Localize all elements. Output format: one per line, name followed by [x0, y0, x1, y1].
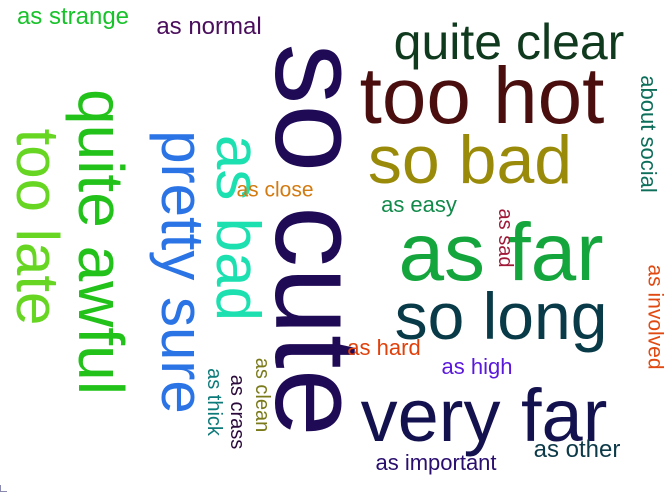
- word-as-strange: as strange: [16, 3, 130, 30]
- word-quite-clear: quite clear: [393, 14, 625, 70]
- word-too-late: too late: [4, 128, 71, 326]
- corner-mark: [0, 485, 7, 492]
- word-as-hard: as hard: [347, 335, 421, 360]
- word-as-easy: as easy: [381, 192, 457, 217]
- word-so-long: so long: [394, 279, 608, 353]
- word-about-social: about social: [636, 75, 661, 193]
- word-very-far: very far: [360, 374, 608, 457]
- word-as-close: as close: [236, 178, 314, 202]
- word-as-other: as other: [533, 436, 621, 463]
- word-so-bad: so bad: [367, 122, 573, 198]
- word-too-hot: too hot: [359, 51, 605, 140]
- word-as-clean: as clean: [251, 357, 273, 433]
- word-as-thick: as thick: [203, 368, 225, 436]
- word-as-normal: as normal: [156, 13, 262, 40]
- word-as-important: as important: [375, 450, 497, 475]
- word-as-sad: as sad: [494, 208, 516, 268]
- word-as-crass: as crass: [226, 374, 248, 450]
- word-as-high: as high: [441, 354, 513, 379]
- word-as-bad: as bad: [203, 134, 272, 322]
- word-as-involved: as involved: [643, 264, 667, 370]
- word-as-far: as far: [398, 207, 604, 298]
- word-quite-awful: quite awful: [65, 89, 137, 395]
